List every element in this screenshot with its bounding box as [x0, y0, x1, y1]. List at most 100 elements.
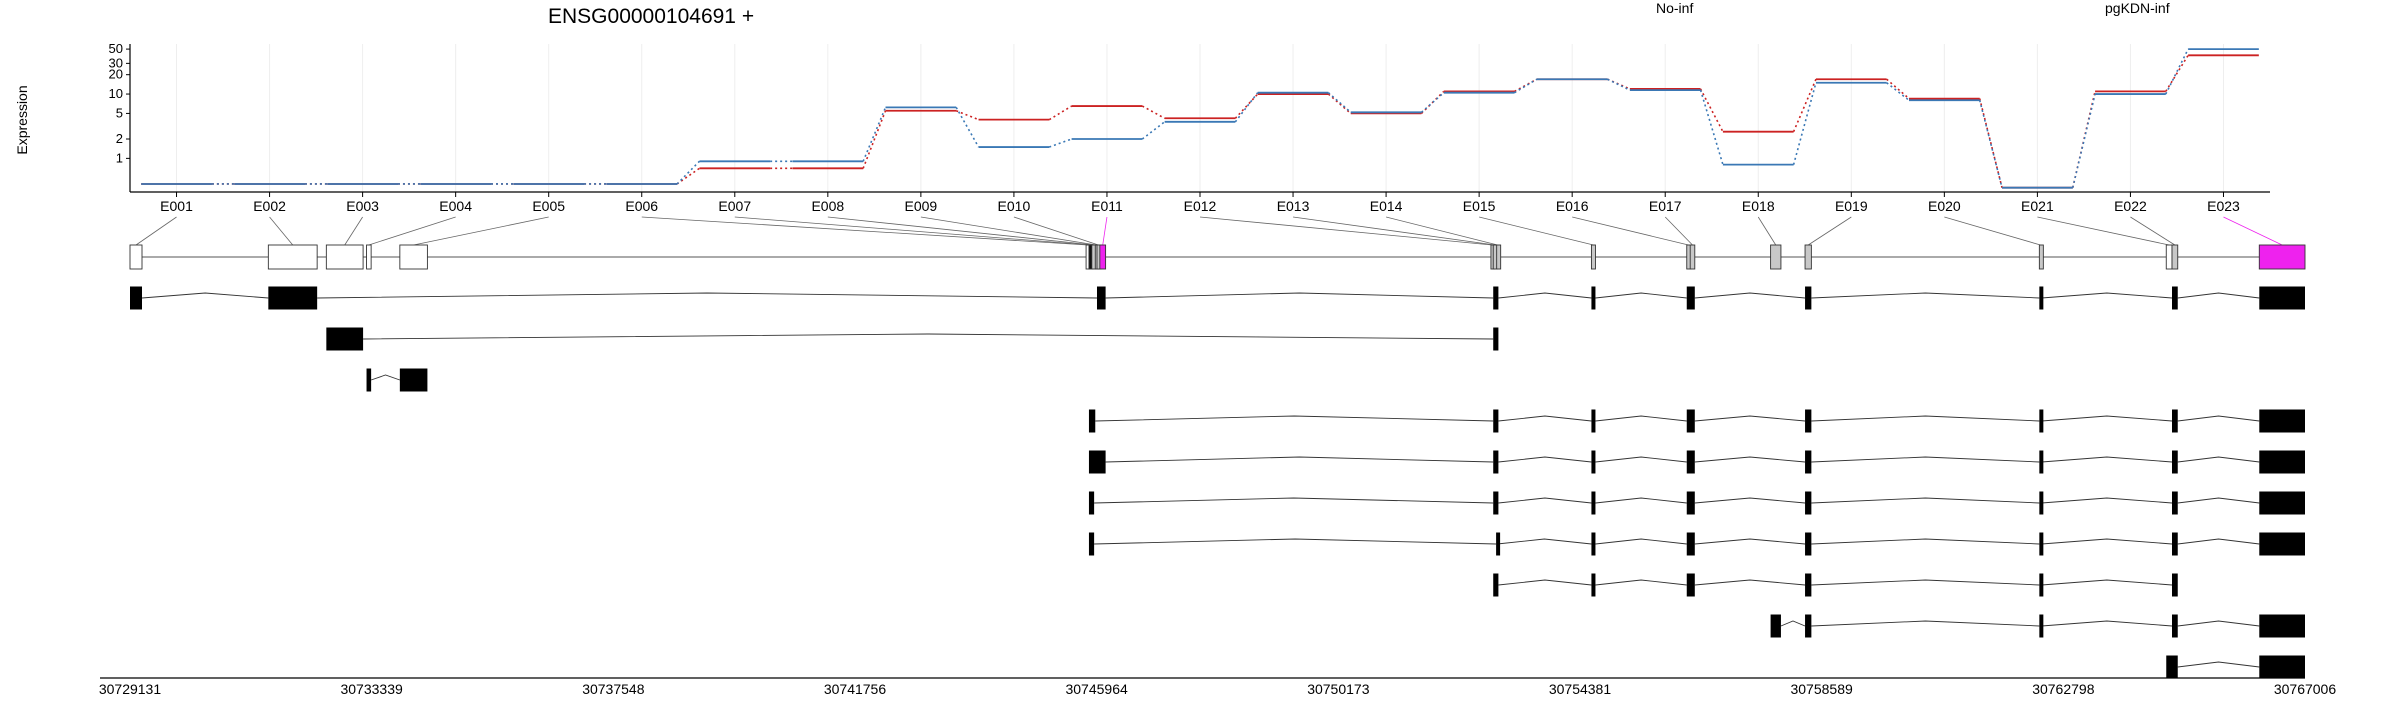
- transcript-3-intron: [370, 374, 400, 381]
- transcript-1-exon: [2039, 286, 2044, 310]
- transcript-5-exon: [1591, 450, 1596, 474]
- transcript-7-exon: [1088, 532, 1095, 556]
- legend-pgkdn-inf: pgKDN-inf: [2105, 0, 2170, 16]
- gene-model-exon-e002: [267, 244, 318, 270]
- series-no-inf-connector: [1607, 78, 1631, 90]
- transcript-5-intron: [2177, 456, 2260, 463]
- transcript-5-intron: [1811, 456, 2040, 463]
- series-pgkdn-inf-connector: [1048, 138, 1072, 148]
- exon-label-e005: E005: [532, 198, 565, 214]
- transcript-10-exon: [2166, 655, 2178, 679]
- transcript-5-exon: [2039, 450, 2044, 474]
- genomic-coordinate-label: 30741756: [824, 681, 887, 697]
- exon-label-e011: E011: [1091, 198, 1123, 214]
- y-tick-label: 5: [116, 105, 123, 120]
- exon-label-e001: E001: [160, 198, 193, 214]
- transcript-8-intron: [1811, 579, 2040, 586]
- genomic-coordinate-label: 30767006: [2274, 681, 2337, 697]
- transcript-7-exon: [1496, 532, 1501, 556]
- exon-label-e008: E008: [811, 198, 844, 214]
- genomic-coordinate-label: 30750173: [1307, 681, 1370, 697]
- gene-model-exon-e018: [1770, 244, 1782, 270]
- transcript-7-exon: [2039, 532, 2044, 556]
- transcript-10-intron: [2177, 661, 2260, 668]
- exon-label-e010: E010: [998, 198, 1031, 214]
- exon-label-e016: E016: [1556, 198, 1589, 214]
- transcript-5-intron: [1694, 456, 1806, 463]
- exon-connector-e022: [2130, 216, 2176, 246]
- transcript-4-exon: [1805, 409, 1812, 433]
- transcript-1-exon: [2259, 286, 2305, 310]
- exon-label-e012: E012: [1184, 198, 1217, 214]
- exon-connector-e016: [1572, 216, 1689, 246]
- y-tick-label: 1: [116, 150, 123, 165]
- transcript-8-exon: [1493, 573, 1499, 597]
- exon-connector-e015: [1479, 216, 1594, 246]
- exon-connector-e002: [269, 216, 294, 246]
- transcript-1-intron: [141, 292, 269, 299]
- transcript-7-intron: [1094, 538, 1497, 545]
- transcript-6-intron: [2177, 497, 2260, 504]
- transcript-8-exon: [1591, 573, 1596, 597]
- exon-connector-e019: [1807, 216, 1852, 246]
- exon-connector-e006: [641, 216, 1088, 246]
- genomic-coordinate-label: 30754381: [1549, 681, 1612, 697]
- transcript-9-intron: [1811, 620, 2040, 627]
- transcript-1-exon: [1686, 286, 1695, 310]
- series-pgkdn-inf-connector: [2165, 48, 2189, 95]
- transcript-9-intron: [2177, 620, 2260, 627]
- transcript-8-exon: [1686, 573, 1695, 597]
- transcript-1-intron: [2177, 292, 2260, 299]
- transcript-9-exon: [2039, 614, 2044, 638]
- transcript-5-intron: [1498, 456, 1592, 463]
- transcript-8-intron: [1694, 579, 1806, 586]
- gene-model-exon-e001: [129, 244, 143, 270]
- series-pgkdn-inf-connector: [2071, 93, 2096, 188]
- transcript-7-intron: [2041, 538, 2173, 545]
- transcript-6-exon: [2259, 491, 2305, 515]
- series-pgkdn-inf-connector: [676, 160, 700, 185]
- gene-model-exon-e019: [1804, 244, 1812, 270]
- series-no-inf-connector: [1978, 98, 2003, 188]
- transcript-2-exon: [326, 327, 364, 351]
- transcript-8-intron: [1595, 579, 1687, 586]
- transcript-1-exon: [1805, 286, 1812, 310]
- transcript-8-intron: [2041, 579, 2173, 586]
- chart-title: ENSG00000104691 +: [548, 5, 754, 28]
- exon-label-e014: E014: [1370, 198, 1403, 214]
- genomic-coordinate-label: 30729131: [99, 681, 162, 697]
- transcript-5-exon: [1088, 450, 1106, 474]
- series-pgkdn-inf-connector: [1514, 78, 1538, 94]
- series-no-inf-connector: [2071, 91, 2096, 188]
- transcript-6-intron: [1694, 497, 1806, 504]
- gene-model-exon-e014: [1496, 244, 1502, 270]
- exon-label-e017: E017: [1649, 198, 1682, 214]
- series-no-inf-connector: [676, 167, 700, 185]
- transcript-4-intron: [1595, 415, 1687, 422]
- series-pgkdn-inf-connector: [1699, 89, 1724, 165]
- transcript-6-exon: [1591, 491, 1596, 515]
- exon-label-e020: E020: [1928, 198, 1961, 214]
- y-tick-label: 2: [116, 131, 123, 146]
- gene-model-exon-e023: [2258, 244, 2306, 270]
- transcript-7-intron: [1595, 538, 1687, 545]
- transcript-5-intron: [1595, 456, 1687, 463]
- transcript-6-intron: [1498, 497, 1592, 504]
- transcript-1-intron: [1105, 292, 1494, 299]
- transcript-4-intron: [1694, 415, 1806, 422]
- transcript-7-intron: [1811, 538, 2040, 545]
- transcript-1-exon: [2172, 286, 2178, 310]
- transcript-9-exon: [2259, 614, 2305, 638]
- transcript-6-exon: [1088, 491, 1095, 515]
- genomic-coordinate-label: 30733339: [340, 681, 403, 697]
- transcript-2-exon: [1493, 327, 1499, 351]
- gene-model-exon-e004: [366, 244, 372, 270]
- series-no-inf-connector: [862, 110, 887, 169]
- transcript-1-intron: [1595, 292, 1687, 299]
- transcript-5-intron: [1105, 456, 1494, 463]
- series-pgkdn-inf-connector: [1792, 82, 1817, 165]
- transcript-4-exon: [2039, 409, 2044, 433]
- transcript-1-exon: [130, 286, 143, 310]
- series-pgkdn-inf-connector: [1607, 78, 1631, 91]
